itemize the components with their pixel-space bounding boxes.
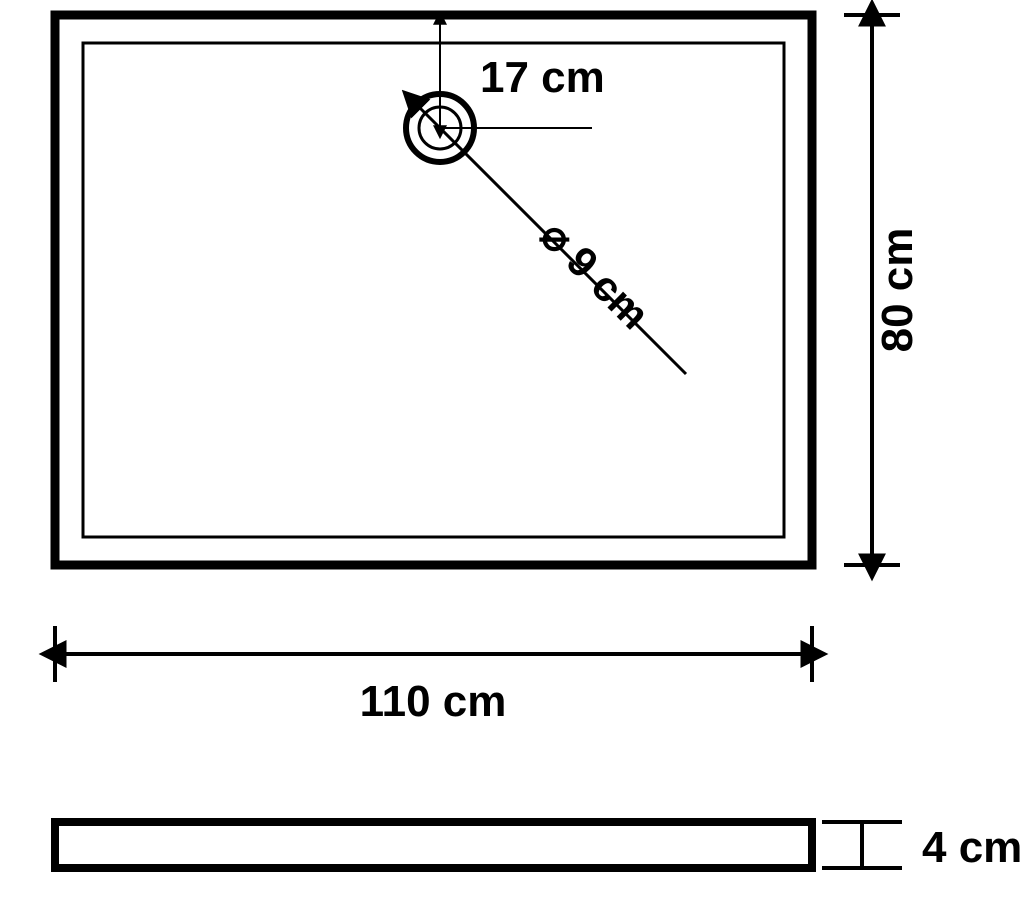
- top-view-inner-rect: [83, 43, 784, 537]
- dim-80-label: 80 cm: [873, 228, 922, 353]
- technical-drawing: 17 cm ⌀ 9 cm 80 cm 110 cm 4 cm: [0, 0, 1020, 917]
- side-view-rect: [55, 822, 812, 868]
- dim-110-label: 110 cm: [360, 677, 507, 726]
- dim-4-label: 4 cm: [922, 823, 1020, 872]
- dim-17-label: 17 cm: [480, 53, 605, 102]
- dim-9-label: ⌀ 9 cm: [532, 211, 659, 338]
